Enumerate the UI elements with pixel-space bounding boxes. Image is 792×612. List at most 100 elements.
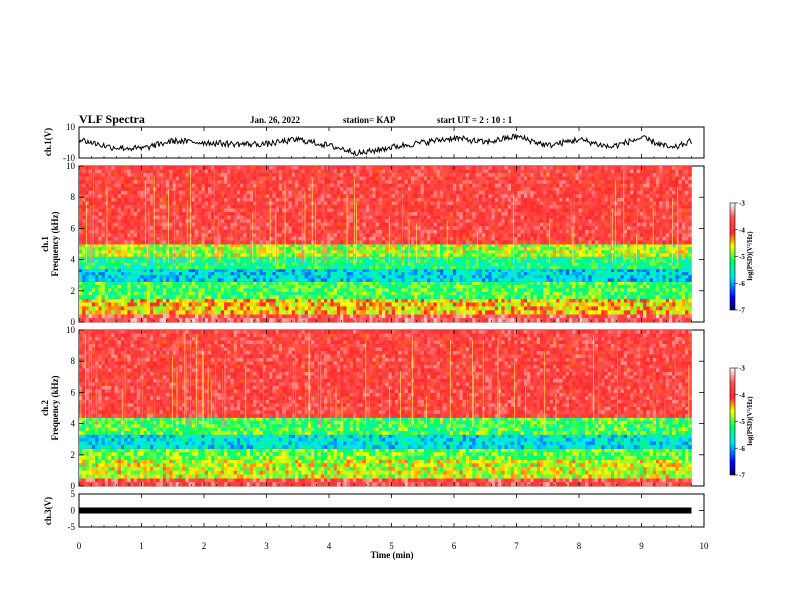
spectrogram-cell [82, 298, 86, 303]
spectrogram-cell [320, 244, 325, 248]
spectrogram-cell [343, 306, 347, 311]
spectrogram-cell [575, 173, 579, 177]
spectrogram-cell [288, 295, 293, 299]
spectrogram-cell [214, 173, 218, 177]
spectrogram-cell [449, 310, 454, 315]
spectrogram-cell [101, 166, 106, 170]
spectrogram-cell [243, 302, 247, 307]
spectrogram-cell [620, 262, 625, 267]
spectrogram-cell [185, 298, 189, 303]
spectrogram-cell [324, 166, 328, 170]
spectrogram-cell [320, 291, 325, 296]
spectrogram-cell [578, 268, 583, 273]
spectrogram-cell [633, 295, 637, 299]
spectrogram-cell [95, 272, 99, 276]
spectrogram-cell [478, 272, 483, 276]
spectrogram-cell [227, 275, 231, 279]
spectrogram-cell [120, 288, 125, 293]
spectrogram-cell [388, 291, 392, 296]
spectrogram-cell [523, 284, 528, 289]
spectrogram-cell [398, 247, 402, 251]
spectrogram-cell [336, 281, 341, 286]
spectrogram-cell [559, 281, 563, 286]
spectrogram-cell [385, 318, 389, 323]
spectrogram-cell [430, 281, 434, 286]
spectrogram-cell [249, 268, 254, 273]
spectrogram-cell [436, 169, 441, 174]
spectrogram-cell [220, 173, 225, 177]
spectrogram-cell [514, 281, 518, 286]
spectrogram-cell [224, 256, 228, 260]
spectrogram-cell [530, 314, 534, 319]
spectrogram-cell [166, 253, 170, 257]
spectrogram-cell [507, 166, 512, 170]
spectrogram-cell [452, 310, 457, 315]
spectrogram-cell [675, 268, 679, 273]
spectrogram-cell [185, 310, 189, 315]
spectrogram-cell [475, 306, 480, 311]
spectrogram-cell [188, 310, 193, 315]
spectrogram-cell [433, 256, 438, 260]
spectrogram-cell [398, 253, 402, 257]
spectrogram-cell [378, 250, 383, 254]
spectrogram-cell [443, 265, 447, 270]
spectrogram-cell [617, 298, 621, 303]
spectrogram-cell [356, 306, 360, 311]
spectrogram-cell [153, 275, 157, 279]
spectrogram-cell [79, 275, 83, 279]
spectrogram-cell [539, 262, 544, 267]
spectrogram-cell [478, 250, 483, 254]
spectrogram-cell [98, 288, 102, 293]
spectrogram-cell [501, 302, 505, 307]
spectrogram-cell [259, 318, 264, 323]
spectrogram-cell [617, 259, 621, 264]
spectrogram-cell [324, 268, 328, 273]
spectrogram-cell [633, 310, 637, 315]
spectrogram-cell [333, 265, 338, 270]
spectrogram-cell [243, 281, 247, 286]
spectrogram-cell [340, 169, 344, 174]
spectrogram-cell [401, 256, 405, 260]
spectrogram-cell [127, 259, 131, 264]
spectrogram-cell [436, 265, 441, 270]
spectrogram-cell [478, 262, 483, 267]
spectrogram-cell [594, 272, 599, 276]
spectrogram-cell [140, 291, 144, 296]
spectrogram-cell [514, 247, 518, 251]
spectrogram-cell [278, 244, 283, 248]
spectrogram-cell [520, 169, 525, 174]
spectrogram-cell [510, 318, 515, 323]
spectrogram-cell [140, 298, 144, 303]
spectrogram-cell [127, 278, 131, 282]
spectrogram-cell [291, 173, 296, 177]
spectrogram-cell [433, 166, 438, 170]
spectrogram-cell [175, 318, 180, 323]
spectrogram-cell [420, 272, 425, 276]
spectrogram-cell [469, 291, 473, 296]
spectrogram-cell [275, 247, 280, 251]
spectrogram-cell [414, 284, 418, 289]
spectrogram-cell [211, 295, 215, 299]
spectrogram-cell [456, 298, 460, 303]
spectrogram-cell [282, 284, 286, 289]
spectrogram-cell [404, 272, 409, 276]
spectrogram-cell [120, 310, 125, 315]
spectrogram-cell [291, 262, 296, 267]
spectrogram-cell [391, 275, 396, 279]
spectrogram-cell [404, 291, 409, 296]
spectrogram-cell [185, 278, 189, 282]
spectrogram-cell [604, 295, 608, 299]
spectrogram-cell [207, 291, 212, 296]
spectrogram-cell [243, 272, 247, 276]
spectrogram-cell [475, 291, 480, 296]
spectrogram-cell [578, 166, 583, 170]
spectrogram-cell [249, 256, 254, 260]
spectrogram-cell [662, 314, 667, 319]
spectrogram-cell [672, 268, 676, 273]
spectrogram-cell [623, 278, 628, 282]
spectrogram-cell [681, 295, 686, 299]
spectrogram-cell [159, 253, 164, 257]
spectrogram-cell [420, 281, 425, 286]
spectrogram-cell [269, 173, 273, 177]
spectrogram-cell [336, 244, 341, 248]
